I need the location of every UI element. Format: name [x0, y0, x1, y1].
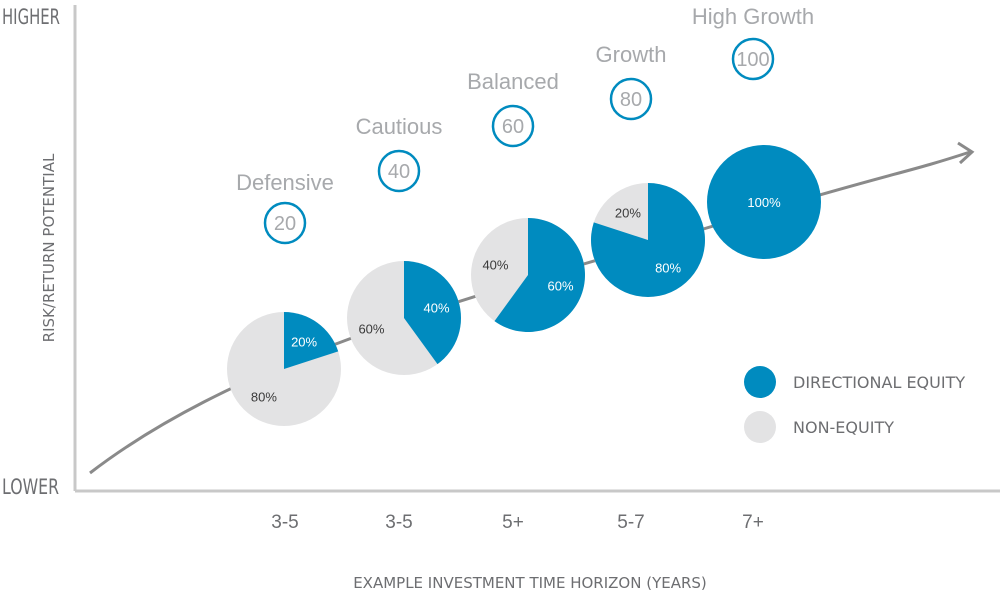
- equity-label: 20%: [291, 334, 317, 349]
- level-badge: [377, 149, 421, 193]
- horizon-tick: 5-7: [617, 512, 644, 533]
- equity-label: 80%: [655, 261, 681, 276]
- horizon-tick: 3-5: [271, 512, 298, 533]
- non-equity-label: 40%: [482, 257, 508, 272]
- y-high-label: HIGHER: [2, 5, 60, 29]
- horizon-tick: 3-5: [385, 512, 412, 533]
- equity-label: 40%: [424, 300, 450, 315]
- level-value: 80: [620, 89, 642, 111]
- pie-slice-equity: [707, 145, 821, 259]
- non-equity-label: 80%: [251, 390, 277, 405]
- level-value: 100: [736, 49, 769, 71]
- profile-name: Balanced: [467, 69, 559, 94]
- legend-swatch-equity: [744, 366, 776, 398]
- profile-name: Growth: [596, 42, 667, 67]
- profile-name: Cautious: [356, 114, 443, 139]
- legend-label-non-equity: NON-EQUITY: [793, 418, 894, 437]
- horizon-tick: 7+: [742, 512, 764, 533]
- non-equity-label: 20%: [615, 205, 641, 220]
- equity-label: 100%: [747, 195, 781, 210]
- pie-slice-equity: [591, 183, 705, 297]
- profile-name: Defensive: [236, 170, 334, 195]
- horizon-tick: 5+: [502, 512, 524, 533]
- profile-name: High Growth: [692, 4, 814, 29]
- pie-slice-equity: [494, 218, 585, 332]
- pie-slice-equity: [404, 261, 462, 365]
- level-value: 40: [388, 161, 410, 183]
- x-axis-title: EXAMPLE INVESTMENT TIME HORIZON (YEARS): [353, 574, 707, 592]
- level-badge: [263, 201, 307, 245]
- level-badge: [609, 77, 653, 121]
- y-axis-title: RISK/RETURN POTENTIAL: [40, 153, 58, 342]
- level-badge: [731, 37, 775, 81]
- arrow-head-icon: [957, 141, 975, 165]
- level-value: 60: [502, 116, 524, 138]
- non-equity-label: 60%: [358, 322, 384, 337]
- y-low-label: LOWER: [2, 475, 59, 499]
- equity-label: 60%: [548, 279, 574, 294]
- pie-slice-equity: [284, 312, 339, 369]
- level-value: 20: [274, 213, 296, 235]
- level-badge: [491, 104, 535, 148]
- legend-label-equity: DIRECTIONAL EQUITY: [793, 373, 965, 392]
- legend-swatch-non-equity: [744, 411, 776, 443]
